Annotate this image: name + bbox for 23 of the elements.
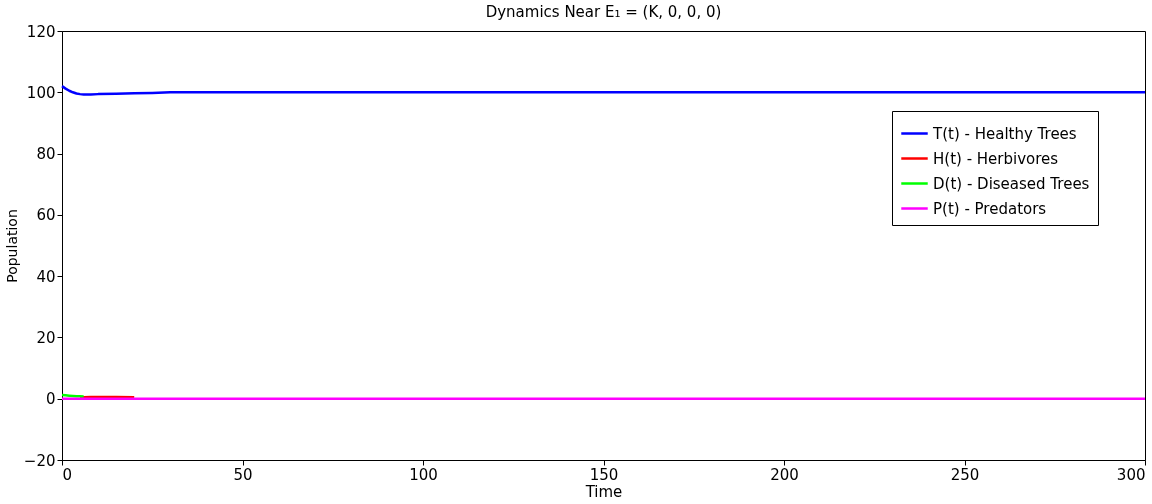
y-tick-label: 20	[36, 328, 56, 347]
line-series	[60, 84, 1147, 96]
x-tick-label: 250	[950, 465, 980, 484]
y-tick-label: 80	[36, 145, 56, 164]
y-axis-title: Population	[3, 209, 20, 283]
x-axis-title: Time	[584, 482, 623, 501]
x-tick-label: 200	[770, 465, 799, 484]
y-tick-label: −20	[23, 451, 56, 470]
legend-label: D(t) - Diseased Trees	[933, 174, 1090, 193]
y-tick-label: 120	[26, 22, 56, 41]
legend-label: H(t) - Herbivores	[933, 149, 1059, 168]
y-tick-label: 100	[26, 83, 56, 102]
y-tick-label: 40	[36, 267, 56, 286]
x-tick-label: 150	[589, 465, 619, 484]
x-tick-label: 100	[409, 465, 438, 484]
legend-label: T(t) - Healthy Trees	[932, 124, 1077, 143]
y-tick-label: 60	[36, 206, 56, 225]
x-tick-label: 300	[1116, 465, 1146, 484]
legend-label: P(t) - Predators	[933, 199, 1047, 218]
x-tick-label: 0	[62, 465, 73, 484]
y-tick-label: 0	[45, 390, 56, 409]
chart-title: Dynamics Near E₁ = (K, 0, 0, 0)	[485, 3, 722, 21]
x-tick-label: 50	[233, 465, 253, 484]
